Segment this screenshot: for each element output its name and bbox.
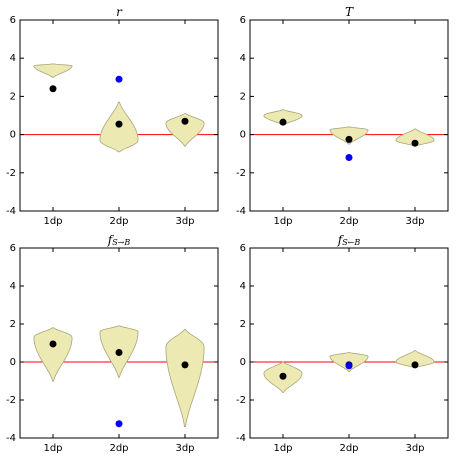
- y-tick-label: 4: [10, 281, 16, 292]
- y-tick-label: 2: [240, 319, 246, 330]
- chart-title: fS→B: [107, 233, 131, 248]
- y-tick-label: 6: [240, 243, 246, 254]
- point: [115, 120, 123, 128]
- title-main: r: [116, 5, 123, 19]
- y-tick-label: -2: [236, 395, 246, 406]
- y-tick-label: 6: [10, 243, 16, 254]
- title-sub: S→B: [112, 238, 130, 247]
- y-tick-label: 2: [240, 91, 246, 102]
- point: [345, 135, 353, 143]
- plot-area: [249, 247, 449, 439]
- y-tick-label: 0: [240, 357, 246, 368]
- violin: [395, 350, 435, 369]
- y-tick-label: 2: [10, 319, 16, 330]
- y-tick-label: 4: [240, 53, 246, 64]
- x-tick-label: 1dp: [43, 443, 62, 454]
- y-tick-label: -4: [6, 206, 16, 217]
- x-tick-label: 3dp: [405, 443, 424, 454]
- point: [181, 361, 189, 369]
- chart-title: r: [116, 5, 123, 19]
- x-tick-label: 2dp: [339, 216, 358, 227]
- x-tick-label: 3dp: [175, 216, 194, 227]
- subplot: -4 -2 0 2 4 6 fS←B 1dp 2dp 3dp: [236, 233, 449, 454]
- point: [49, 340, 57, 348]
- y-tick-label: 0: [10, 357, 16, 368]
- title-main: f: [337, 233, 345, 247]
- y-tick-label: 4: [10, 53, 16, 64]
- point: [345, 362, 353, 370]
- point: [345, 154, 353, 162]
- y-tick-label: 0: [10, 130, 16, 141]
- y-tick-label: -4: [236, 433, 246, 444]
- y-tick-label: -2: [6, 168, 16, 179]
- violin: [33, 327, 73, 382]
- violin: [263, 109, 303, 126]
- y-tick-label: 6: [240, 15, 246, 26]
- point: [279, 372, 287, 380]
- x-tick-label: 1dp: [43, 216, 62, 227]
- title-main: f: [107, 233, 115, 247]
- chart-title: fS←B: [337, 233, 361, 248]
- x-tick-label: 2dp: [109, 216, 128, 227]
- point: [115, 420, 123, 428]
- y-tick-label: -4: [236, 206, 246, 217]
- y-tick-label: 2: [10, 91, 16, 102]
- point: [115, 349, 123, 356]
- title-main: T: [345, 5, 354, 19]
- violin: [33, 63, 73, 78]
- y-tick-label: 0: [240, 130, 246, 141]
- violin: [165, 329, 205, 428]
- y-tick-label: 4: [240, 281, 246, 292]
- subplot: -4 -2 0 2 4 6 fS→B 1dp 2dp 3dp: [6, 233, 219, 454]
- y-tick-label: -2: [6, 395, 16, 406]
- x-tick-label: 3dp: [175, 443, 194, 454]
- x-tick-label: 1dp: [273, 216, 292, 227]
- x-tick-label: 1dp: [273, 443, 292, 454]
- y-tick-label: -2: [236, 168, 246, 179]
- point: [411, 139, 419, 147]
- y-tick-label: -4: [6, 433, 16, 444]
- violin: [165, 113, 205, 147]
- point: [115, 75, 123, 83]
- violin: [329, 126, 369, 145]
- x-tick-label: 2dp: [339, 443, 358, 454]
- point: [279, 118, 287, 126]
- chart-title: T: [345, 5, 354, 19]
- violin: [395, 128, 435, 147]
- subplot: -4 -2 0 2 4 6 T 1dp 2dp 3dp: [236, 5, 449, 227]
- title-sub: S←B: [342, 238, 360, 247]
- point: [181, 117, 189, 125]
- point: [49, 85, 57, 93]
- x-tick-label: 2dp: [109, 443, 128, 454]
- point: [411, 361, 419, 369]
- y-tick-label: 6: [10, 15, 16, 26]
- x-tick-label: 3dp: [405, 216, 424, 227]
- subplot: -4 -2 0 2 4 6 r 1dp 2dp 3dp: [6, 5, 219, 227]
